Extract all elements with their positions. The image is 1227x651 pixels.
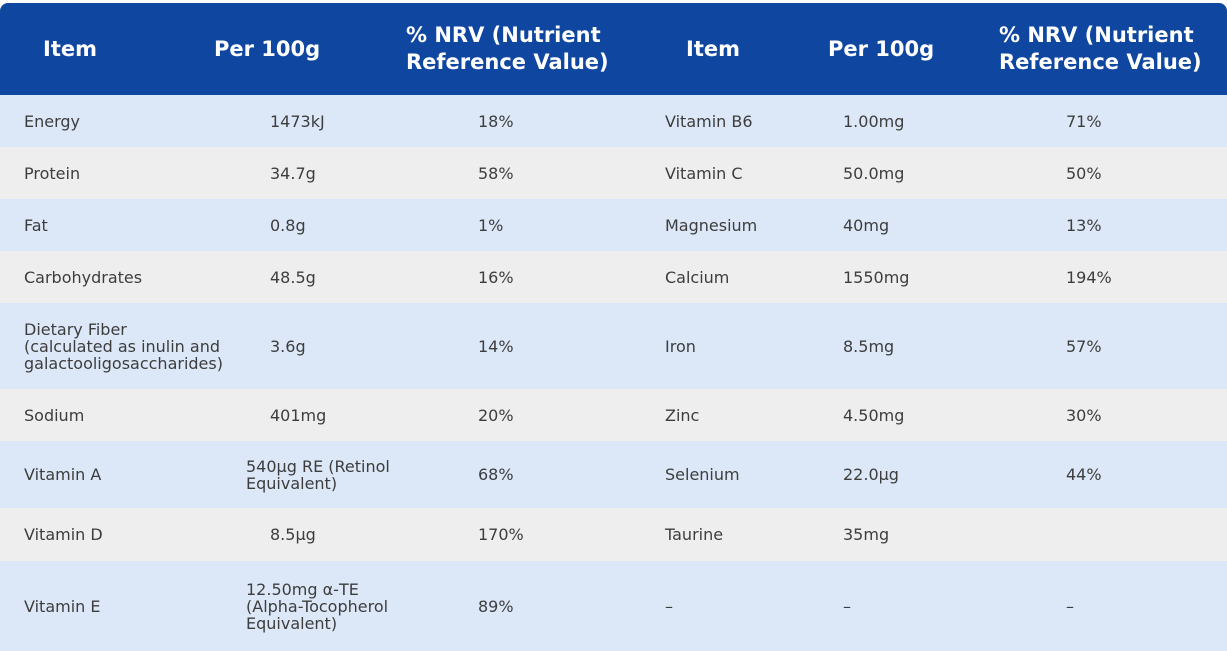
table-cell: 0.8g xyxy=(270,215,306,235)
table-cell: 50.0mg xyxy=(843,163,905,183)
table-cell: 71% xyxy=(1066,111,1102,131)
table-cell: Dietary Fiber (calculated as inulin and … xyxy=(24,319,223,373)
table-cell: 401mg xyxy=(270,405,327,425)
table-cell: Energy xyxy=(24,111,81,131)
table-row: Protein 34.7g 58% Vitamin C 50.0mg 50% xyxy=(0,147,1227,199)
table-cell: 170% xyxy=(478,525,524,544)
table-cell: 540μg RE (Retinol Equivalent) xyxy=(246,456,390,493)
table-cell: 40mg xyxy=(843,215,890,235)
table-cell: 4.50mg xyxy=(843,405,905,425)
table-cell: 194% xyxy=(1066,267,1112,287)
table-cell: 3.6g xyxy=(270,336,306,356)
table-row: Carbohydrates 48.5g 16% Calcium 1550mg 194% xyxy=(0,251,1227,303)
table-cell: Vitamin D xyxy=(24,525,103,544)
table-cell: Selenium xyxy=(665,465,740,484)
table-row: Dietary Fiber (calculated as inulin and … xyxy=(0,303,1227,389)
table-cell: 1.00mg xyxy=(843,111,905,131)
table-cell: Iron xyxy=(665,336,696,356)
table-cell: – xyxy=(1066,596,1074,616)
table-cell: 68% xyxy=(478,465,514,484)
table-row: Vitamin D 8.5μg 170% Taurine 35mg xyxy=(0,508,1227,561)
table-cell: – xyxy=(665,596,673,616)
table-cell: Fat xyxy=(24,215,48,235)
header-cell: Per 100g xyxy=(214,36,321,61)
table-cell: 1% xyxy=(478,215,504,235)
table-cell: 14% xyxy=(478,336,514,356)
table-cell: Vitamin E xyxy=(24,596,101,616)
table-cell: 22.0μg xyxy=(843,465,899,484)
header-cell: % NRV (Nutrient Reference Value) xyxy=(999,23,1202,74)
table-cell: Zinc xyxy=(665,405,700,425)
table-cell: Calcium xyxy=(665,267,730,287)
table-cell: – xyxy=(843,596,851,616)
table-cell: 57% xyxy=(1066,336,1102,356)
table-cell: 1473kJ xyxy=(270,111,325,131)
table-cell: 18% xyxy=(478,111,514,131)
table-cell: 34.7g xyxy=(270,163,316,183)
table-cell: 89% xyxy=(478,596,514,616)
table-row: Fat 0.8g 1% Magnesium 40mg 13% xyxy=(0,199,1227,251)
table-cell: 44% xyxy=(1066,465,1102,484)
table-cell: Sodium xyxy=(24,405,85,425)
table-cell: 12.50mg α-TE (Alpha-Tocopherol Equivalen… xyxy=(246,579,389,633)
table-cell: Protein xyxy=(24,163,81,183)
header-cell: Per 100g xyxy=(828,36,935,61)
table-row: Vitamin A 540μg RE (Retinol Equivalent) 68… xyxy=(0,441,1227,508)
header-cell: Item xyxy=(43,36,97,61)
table-cell: Vitamin A xyxy=(24,465,102,484)
table-row: Sodium 401mg 20% Zinc 4.50mg 30% xyxy=(0,389,1227,441)
table-cell: 35mg xyxy=(843,525,890,544)
table-row: Vitamin E 12.50mg α-TE (Alpha-Tocopherol … xyxy=(0,561,1227,651)
table-cell: 1550mg xyxy=(843,267,910,287)
table-cell: 16% xyxy=(478,267,514,287)
table-cell: 8.5μg xyxy=(270,525,316,544)
table-cell: 50% xyxy=(1066,163,1102,183)
header-cell: Item xyxy=(686,36,740,61)
table-cell: 8.5mg xyxy=(843,336,895,356)
table-row: Energy 1473kJ 18% Vitamin B6 1.00mg 71% xyxy=(0,95,1227,147)
header-cell: % NRV (Nutrient Reference Value) xyxy=(406,23,609,74)
table-cell: 30% xyxy=(1066,405,1102,425)
table-cell: Vitamin C xyxy=(665,163,743,183)
table-cell: Vitamin B6 xyxy=(665,111,753,131)
table-cell: 58% xyxy=(478,163,514,183)
table-cell: Carbohydrates xyxy=(24,267,143,287)
table-cell: Magnesium xyxy=(665,215,758,235)
table-cell: 20% xyxy=(478,405,514,425)
table-cell: Taurine xyxy=(665,525,724,544)
table-cell: 48.5g xyxy=(270,267,316,287)
table-header xyxy=(0,3,1227,95)
table-cell: 13% xyxy=(1066,215,1102,235)
